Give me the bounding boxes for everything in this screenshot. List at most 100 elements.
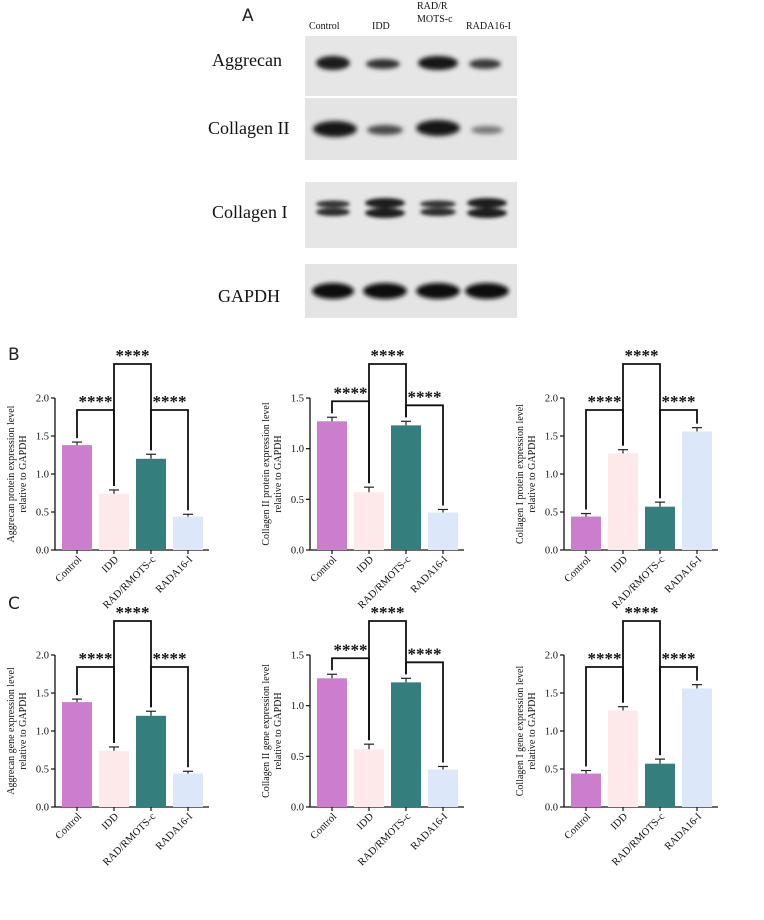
y-axis-label-line: relative to GAPDH (273, 435, 284, 512)
bar-idd (99, 750, 129, 807)
y-tick-label: 1.5 (545, 689, 558, 700)
bar-rad-rmots-c (391, 425, 421, 550)
bar-control (317, 421, 347, 550)
y-axis-label: Collagen II protein expression levelrela… (261, 402, 284, 546)
y-tick-label: 2.0 (545, 651, 558, 662)
band-gapdh-rad-rmots-c (416, 283, 460, 299)
panel-label-b: B (8, 345, 20, 365)
x-tick-label-rada16-i: RADA16-I (154, 811, 196, 853)
x-tick-label-control: Control (309, 811, 340, 842)
y-axis-label-line: relative to GAPDH (527, 435, 538, 512)
y-tick-label: 0.5 (545, 508, 558, 519)
blot-strip-collagen-ii (305, 98, 517, 160)
x-tick-label-idd: IDD (609, 811, 630, 832)
bar-idd (99, 493, 129, 550)
y-tick-label: 0.0 (291, 803, 304, 814)
y-tick-label: 0.0 (36, 546, 49, 557)
y-tick-label: 0.5 (291, 752, 304, 763)
significance-label: **** (371, 603, 405, 622)
y-tick-label: 0.0 (545, 803, 558, 814)
y-tick-label: 1.5 (36, 432, 49, 443)
bar-control (571, 773, 601, 807)
significance-bracket (405, 404, 444, 506)
bar-rad-rmots-c (391, 682, 421, 807)
y-tick-label: 0.0 (291, 546, 304, 557)
blot-label-aggrecan: Aggrecan (212, 50, 282, 70)
band-gapdh-idd (363, 283, 407, 299)
x-tick-label-idd: IDD (100, 811, 121, 832)
x-tick-label-idd: IDD (355, 554, 376, 575)
band-gapdh-control (312, 283, 354, 299)
x-tick-label-idd: IDD (609, 554, 630, 575)
bar-rad-rmots-c (136, 458, 166, 550)
x-tick-label-control: Control (54, 811, 85, 842)
y-tick-label: 1.5 (36, 689, 49, 700)
panel-label-c: C (8, 594, 20, 614)
y-axis-label-line: relative to GAPDH (273, 692, 284, 769)
y-axis-label-line: Aggrecan protein expression level (6, 405, 17, 542)
band-gapdh-rada16-i (465, 283, 509, 299)
y-tick-label: 1.0 (36, 470, 49, 481)
y-tick-label: 0.0 (545, 546, 558, 557)
chart-collagen-i-gene: Collagen I gene expression levelrelative… (515, 603, 718, 868)
y-tick-label: 0.5 (545, 765, 558, 776)
significance-bracket (150, 409, 189, 511)
blot-strip-aggrecan (305, 36, 517, 96)
bar-rada16-i (173, 773, 203, 807)
significance-label: **** (408, 644, 442, 663)
bar-idd (608, 710, 638, 807)
significance-bracket (659, 666, 698, 756)
chart-collagen-i-protein: Collagen I protein expression levelrelat… (515, 346, 718, 611)
x-tick-label-rada16-i: RADA16-I (663, 554, 705, 596)
significance-bracket (113, 363, 152, 486)
significance-bracket (368, 363, 407, 484)
bar-control (317, 678, 347, 807)
y-axis-label-line: Collagen I protein expression level (515, 404, 526, 544)
significance-label: **** (153, 392, 187, 411)
x-tick-label-rada16-i: RADA16-I (154, 554, 196, 596)
bar-rada16-i (682, 431, 712, 550)
y-tick-label: 1.0 (545, 470, 558, 481)
bar-rada16-i (173, 516, 203, 550)
y-tick-label: 2.0 (36, 394, 49, 405)
significance-label: **** (116, 346, 150, 365)
y-axis-label: Collagen I protein expression levelrelat… (515, 404, 538, 544)
band-aggrecan-rada16-i (469, 59, 501, 69)
y-axis-label: Collagen II gene expression levelrelativ… (261, 664, 284, 798)
x-tick-label-idd: IDD (100, 554, 121, 575)
y-axis-label-line: relative to GAPDH (18, 692, 29, 769)
significance-label: **** (408, 387, 442, 406)
bar-control (62, 445, 92, 550)
chart-aggrecan-protein: Aggrecan protein expression levelrelativ… (6, 346, 209, 611)
chart-collagen-ii-gene: Collagen II gene expression levelrelativ… (261, 603, 464, 868)
blot-strip-gapdh (305, 264, 517, 318)
significance-label: **** (662, 392, 696, 411)
y-tick-label: 2.0 (545, 394, 558, 405)
bar-rad-rmots-c (136, 715, 166, 807)
y-tick-label: 1.5 (545, 432, 558, 443)
lane-label-rada16-i: RADA16-I (466, 21, 511, 32)
y-axis-label: Collagen I gene expression levelrelative… (515, 666, 538, 797)
y-axis-label-line: relative to GAPDH (527, 692, 538, 769)
significance-label: **** (334, 640, 368, 659)
x-tick-label-rada16-i: RADA16-I (409, 554, 451, 596)
y-axis-label-line: Collagen II gene expression level (261, 664, 272, 798)
lane-label-idd: IDD (372, 21, 390, 32)
significance-label: **** (79, 649, 113, 668)
significance-label: **** (153, 649, 187, 668)
bar-rada16-i (428, 512, 458, 550)
y-axis-label-line: relative to GAPDH (18, 435, 29, 512)
lane-label-control: Control (309, 21, 340, 32)
y-tick-label: 1.0 (36, 727, 49, 738)
band-collagen-ii-rada16-i (471, 126, 503, 134)
bar-rada16-i (428, 769, 458, 807)
bar-rada16-i (682, 688, 712, 807)
bar-rad-rmots-c (645, 506, 675, 550)
lane-label-rad-rmots-c: RAD/R MOTS-c (417, 1, 453, 25)
y-tick-label: 0.5 (36, 508, 49, 519)
x-tick-label-control: Control (563, 811, 594, 842)
bar-idd (608, 453, 638, 550)
significance-label: **** (588, 392, 622, 411)
y-axis-label-line: Aggrecan gene expression level (6, 667, 17, 795)
band-aggrecan-control (316, 56, 350, 70)
